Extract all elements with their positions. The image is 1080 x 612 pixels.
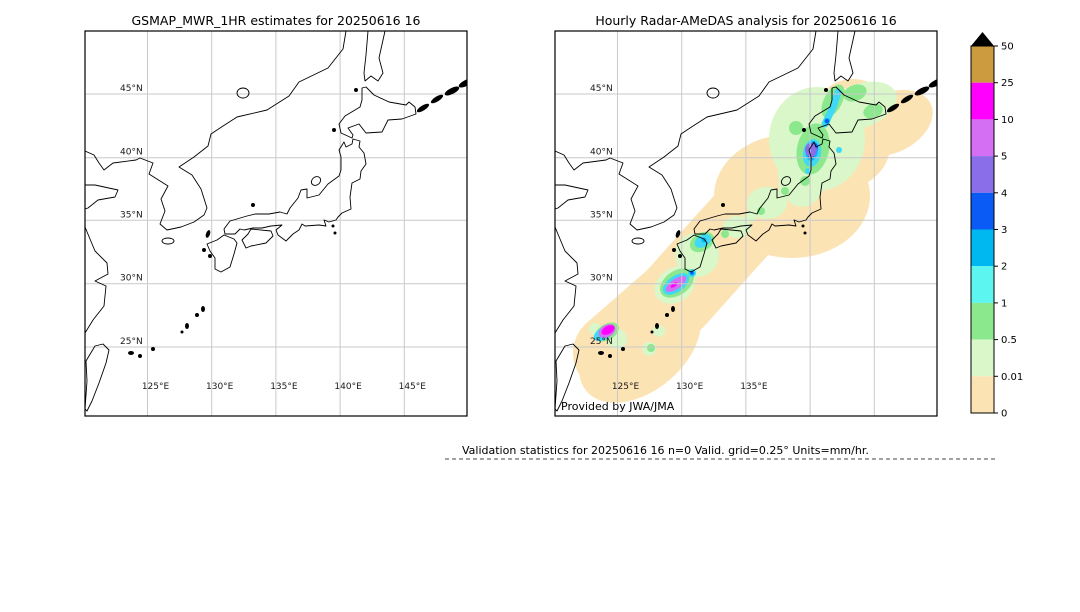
precipitation-overlay	[573, 79, 933, 403]
lat-label: 35°N	[590, 210, 613, 220]
right-panel-title: Hourly Radar-AMeDAS analysis for 2025061…	[595, 13, 896, 28]
lat-label: 40°N	[120, 148, 143, 158]
right-map-panel: 45°N 40°N 35°N 30°N 25°N 125°E 130°E 135…	[554, 30, 938, 417]
colorbar-tick-label: 10	[1001, 115, 1014, 126]
colorbar-tick-label: 4	[1001, 188, 1007, 199]
lon-label: 130°E	[676, 382, 704, 392]
colorbar-overflow-triangle	[971, 32, 994, 46]
colorbar-tick-label: 50	[1001, 42, 1014, 53]
left-map-lon-labels: 125°E 130°E 135°E 140°E 145°E	[142, 382, 426, 392]
left-panel-title: GSMAP_MWR_1HR estimates for 20250616 16	[132, 13, 421, 28]
validation-caption: Validation statistics for 20250616 16 n=…	[462, 444, 869, 457]
lat-label: 30°N	[120, 274, 143, 284]
colorbar-tick-label: 0.5	[1001, 335, 1017, 346]
lon-label: 130°E	[206, 382, 234, 392]
colorbar-segments	[971, 46, 994, 413]
precip-purple	[805, 143, 817, 157]
lon-label: 145°E	[399, 382, 427, 392]
colorbar-tick-label: 5	[1001, 152, 1007, 163]
right-map-lat-labels: 45°N 40°N 35°N 30°N 25°N	[590, 84, 613, 347]
lat-label: 25°N	[590, 337, 613, 347]
colorbar-tick-label: 1	[1001, 298, 1007, 309]
data-credit-label: Provided by JWA/JMA	[561, 400, 675, 413]
colorbar-tick-label: 0.01	[1001, 372, 1023, 383]
colorbar-tick-label: 25	[1001, 78, 1014, 89]
lon-label: 135°E	[270, 382, 298, 392]
lat-label: 45°N	[590, 84, 613, 94]
lon-label: 135°E	[740, 382, 768, 392]
colorbar-ticks	[994, 45, 998, 414]
lat-label: 35°N	[120, 210, 143, 220]
lat-label: 45°N	[120, 84, 143, 94]
colorbar-tick-label: 0	[1001, 409, 1007, 420]
lon-label: 125°E	[612, 382, 640, 392]
lat-label: 25°N	[120, 337, 143, 347]
left-map-panel: 45°N 40°N 35°N 30°N 25°N 125°E 130°E 135…	[84, 30, 468, 417]
colorbar-tick-label: 2	[1001, 262, 1007, 273]
right-map-lon-labels: 125°E 130°E 135°E	[612, 382, 768, 392]
colorbar-tick-label: 3	[1001, 225, 1007, 236]
colorbar-tick-labels: 50 25 10 5 4 3 2 1 0.5 0.01 0	[1001, 42, 1023, 420]
lat-label: 30°N	[590, 274, 613, 284]
left-map-frame	[84, 30, 468, 417]
left-map-lat-labels: 45°N 40°N 35°N 30°N 25°N	[120, 84, 143, 347]
colorbar: 50 25 10 5 4 3 2 1 0.5 0.01 0	[970, 32, 1023, 420]
lon-label: 140°E	[334, 382, 362, 392]
lat-label: 40°N	[590, 148, 613, 158]
right-map-frame	[554, 30, 938, 417]
lon-label: 125°E	[142, 382, 170, 392]
